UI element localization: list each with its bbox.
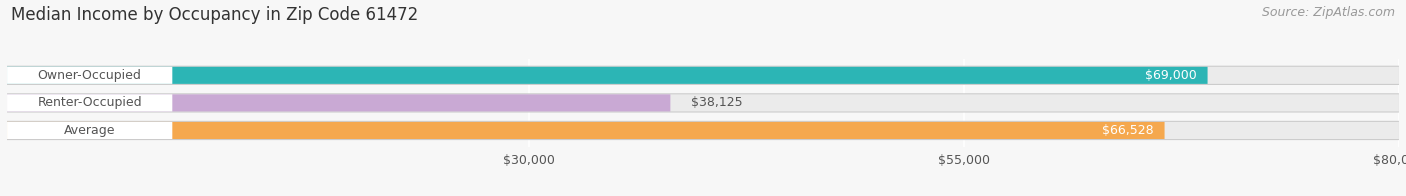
FancyBboxPatch shape: [7, 94, 173, 112]
Text: $66,528: $66,528: [1102, 124, 1153, 137]
Text: Average: Average: [63, 124, 115, 137]
Text: Median Income by Occupancy in Zip Code 61472: Median Income by Occupancy in Zip Code 6…: [11, 6, 419, 24]
FancyBboxPatch shape: [7, 66, 1399, 85]
Text: Renter-Occupied: Renter-Occupied: [38, 96, 142, 109]
FancyBboxPatch shape: [7, 94, 1399, 112]
FancyBboxPatch shape: [7, 122, 173, 139]
FancyBboxPatch shape: [7, 94, 671, 112]
FancyBboxPatch shape: [7, 93, 1399, 113]
FancyBboxPatch shape: [7, 67, 173, 84]
Text: $38,125: $38,125: [692, 96, 742, 109]
FancyBboxPatch shape: [7, 67, 1208, 84]
FancyBboxPatch shape: [7, 67, 1399, 84]
FancyBboxPatch shape: [7, 122, 1164, 139]
Text: Source: ZipAtlas.com: Source: ZipAtlas.com: [1261, 6, 1395, 19]
Text: $69,000: $69,000: [1144, 69, 1197, 82]
Text: Owner-Occupied: Owner-Occupied: [38, 69, 142, 82]
FancyBboxPatch shape: [7, 122, 1399, 139]
FancyBboxPatch shape: [7, 121, 1399, 140]
